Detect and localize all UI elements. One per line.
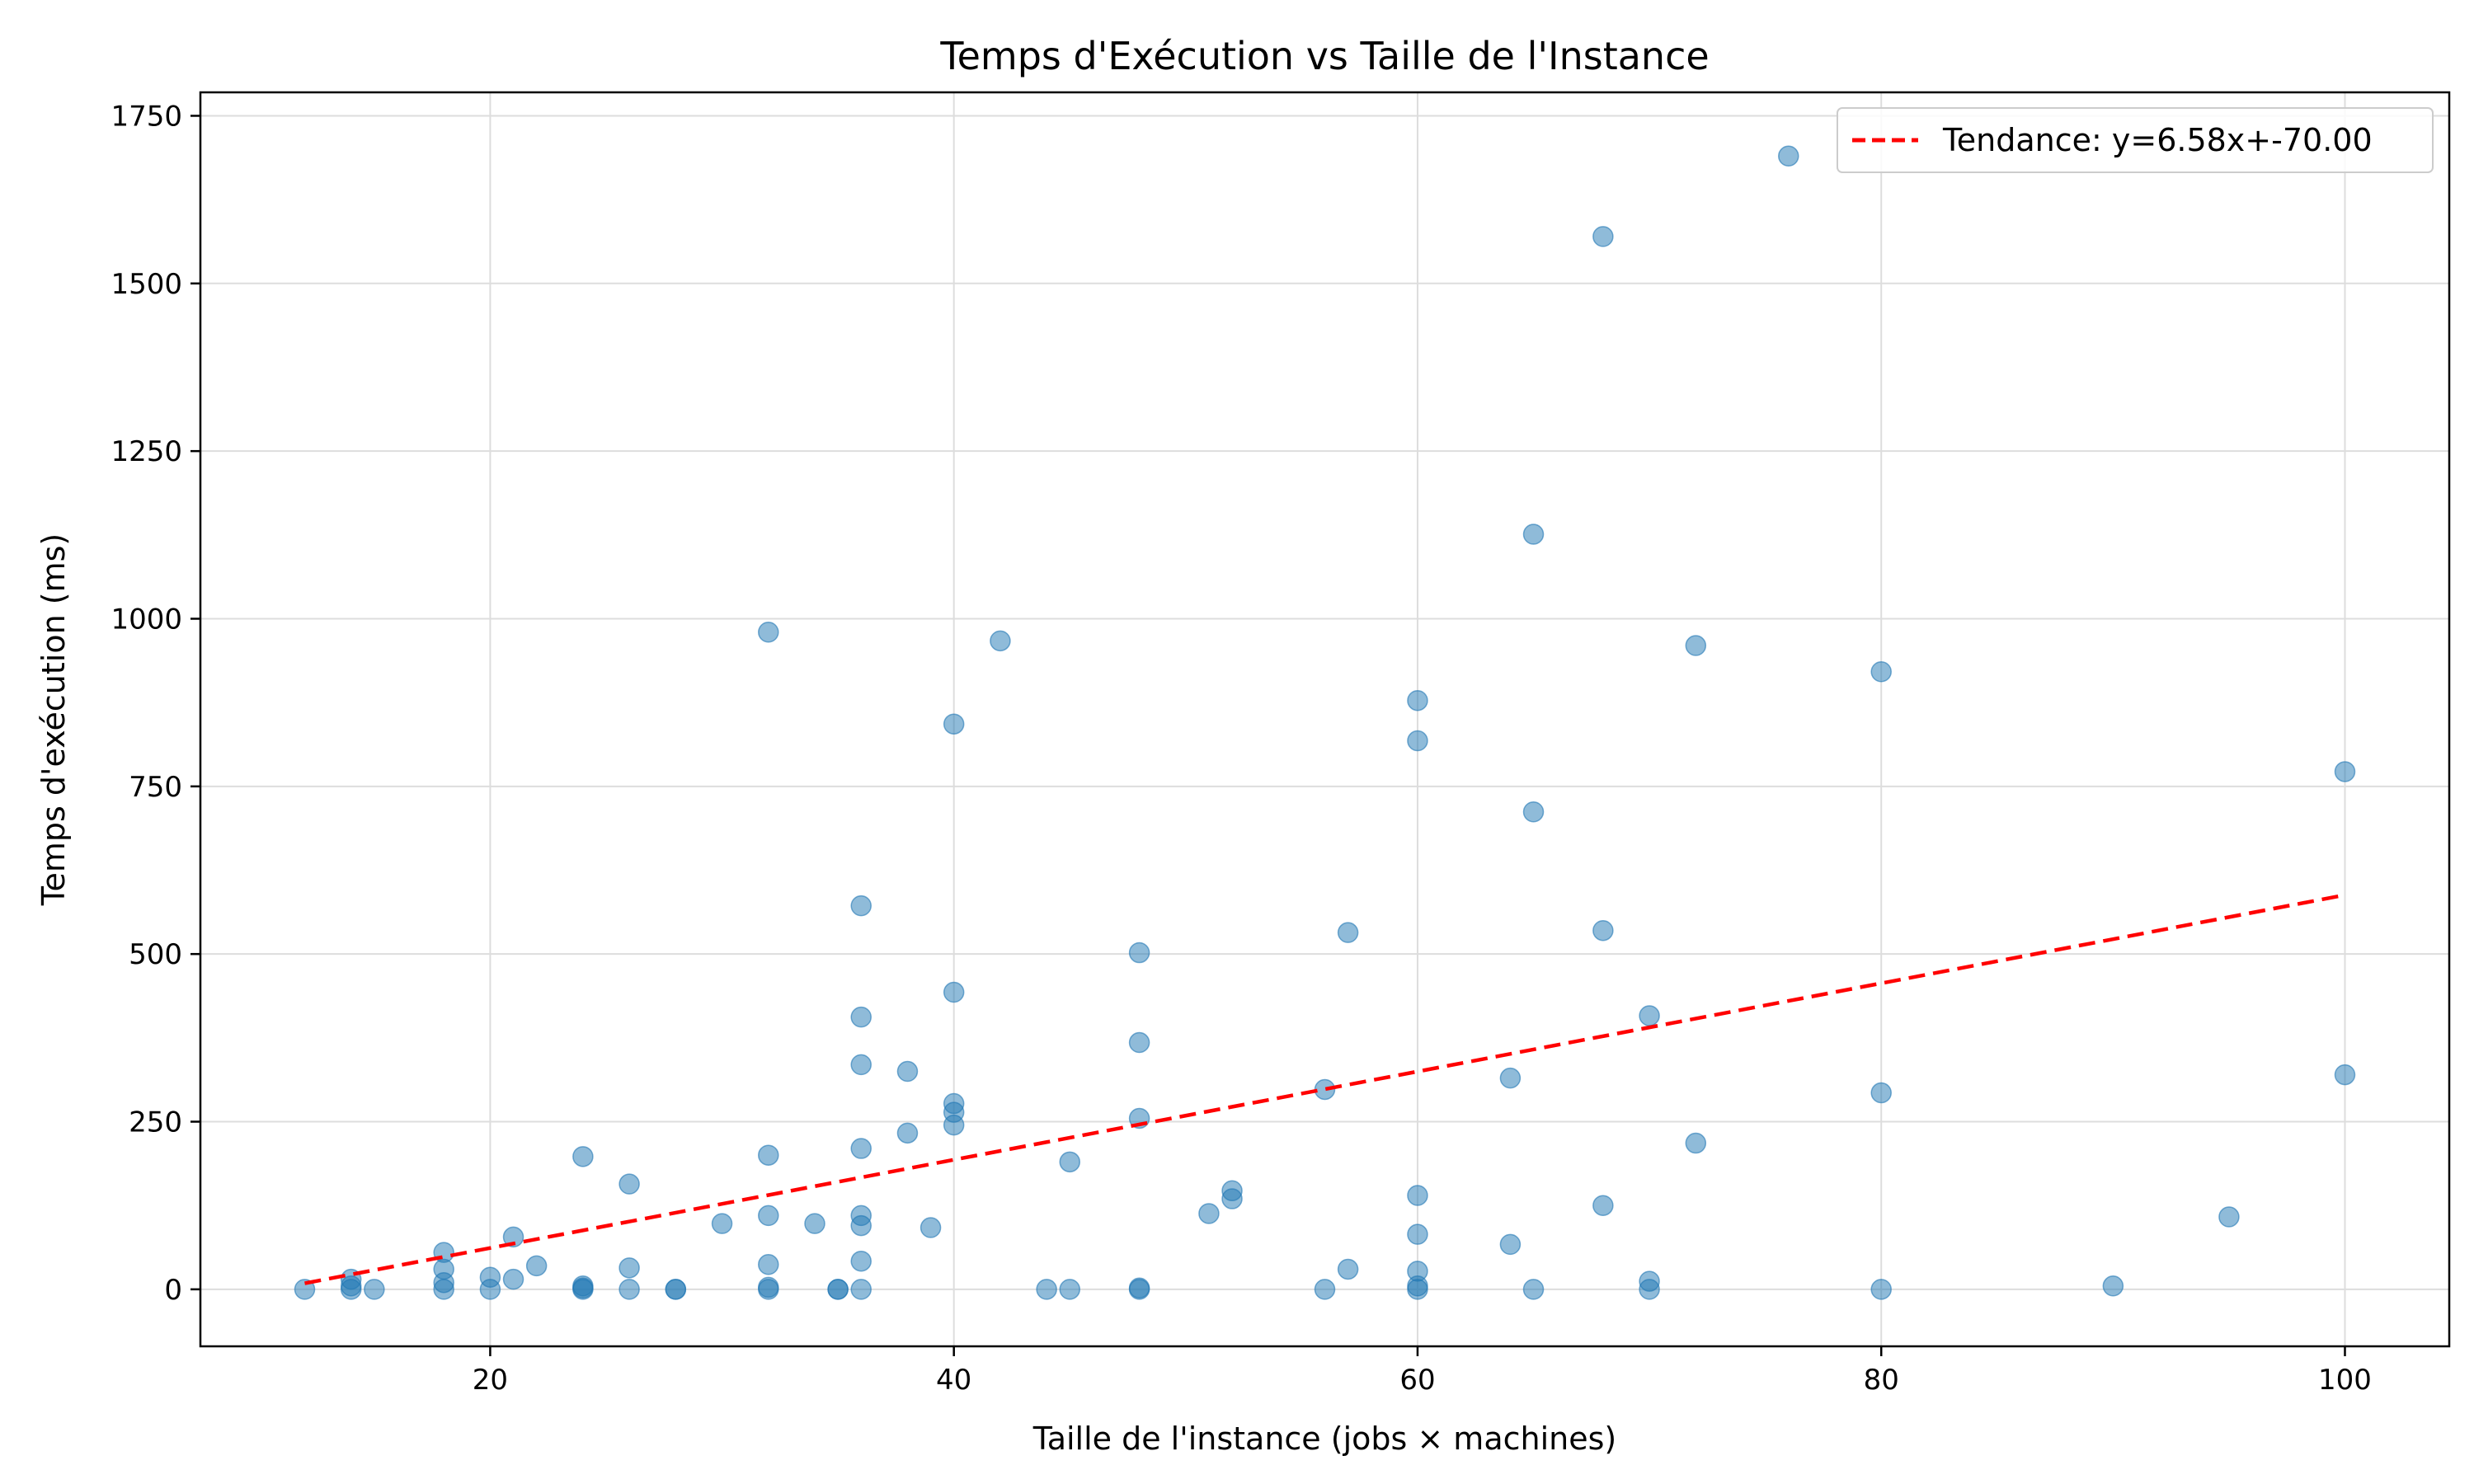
data-point bbox=[804, 1213, 825, 1234]
data-point bbox=[572, 1279, 594, 1300]
data-point bbox=[1685, 1132, 1707, 1154]
data-point bbox=[572, 1146, 594, 1167]
data-point bbox=[758, 1205, 779, 1227]
data-point bbox=[1870, 661, 1892, 683]
y-tick-label: 1000 bbox=[111, 603, 182, 636]
data-point bbox=[2334, 1064, 2356, 1086]
x-tick-label: 60 bbox=[1399, 1364, 1435, 1397]
data-point bbox=[896, 1060, 919, 1082]
data-point bbox=[850, 1214, 872, 1237]
data-point bbox=[1337, 1258, 1359, 1280]
data-point bbox=[1407, 689, 1428, 711]
data-point bbox=[850, 1054, 872, 1076]
data-point bbox=[1128, 1279, 1150, 1300]
plot-frame bbox=[199, 91, 2451, 1348]
data-point bbox=[943, 1114, 965, 1136]
x-tick-label: 20 bbox=[473, 1364, 508, 1397]
y-tick-label: 250 bbox=[129, 1106, 182, 1139]
data-point bbox=[1592, 919, 1614, 942]
x-tick-label: 80 bbox=[1864, 1364, 1899, 1397]
data-point bbox=[1870, 1279, 1892, 1300]
data-point bbox=[1592, 226, 1614, 247]
data-point bbox=[1522, 801, 1545, 823]
data-point bbox=[665, 1279, 687, 1300]
data-point bbox=[850, 1006, 872, 1028]
data-point bbox=[758, 1144, 779, 1166]
y-tick-label: 1250 bbox=[111, 435, 182, 468]
data-point bbox=[1314, 1279, 1336, 1300]
data-point bbox=[1198, 1203, 1220, 1224]
data-point bbox=[502, 1226, 524, 1248]
chart-title: Temps d'Exécution vs Taille de l'Instanc… bbox=[939, 34, 1709, 78]
data-point bbox=[943, 713, 965, 735]
data-point bbox=[1407, 1185, 1428, 1206]
data-point bbox=[850, 895, 872, 917]
data-point bbox=[1407, 1279, 1428, 1300]
data-point bbox=[433, 1279, 454, 1300]
data-point bbox=[2102, 1275, 2124, 1297]
data-point bbox=[943, 981, 965, 1003]
data-point bbox=[758, 1254, 779, 1275]
y-tick-label: 1500 bbox=[111, 268, 182, 301]
data-point bbox=[294, 1279, 316, 1300]
data-point bbox=[1221, 1188, 1243, 1209]
data-point bbox=[850, 1138, 872, 1159]
data-point bbox=[896, 1122, 919, 1144]
data-point bbox=[2334, 761, 2356, 782]
data-point bbox=[1059, 1279, 1081, 1300]
data-point bbox=[1128, 942, 1150, 964]
data-point bbox=[1870, 1082, 1892, 1104]
x-tick-label: 100 bbox=[2318, 1364, 2372, 1397]
data-point bbox=[1059, 1151, 1081, 1173]
data-point bbox=[1036, 1279, 1057, 1300]
data-point bbox=[827, 1279, 849, 1300]
legend-box bbox=[1837, 107, 2434, 173]
data-point bbox=[479, 1279, 501, 1300]
data-point bbox=[758, 622, 779, 643]
data-point bbox=[618, 1257, 640, 1279]
data-point bbox=[850, 1250, 872, 1272]
data-point bbox=[990, 630, 1011, 652]
y-tick-label: 0 bbox=[164, 1274, 182, 1307]
data-point bbox=[618, 1279, 640, 1300]
data-point bbox=[920, 1217, 942, 1238]
data-point bbox=[1522, 524, 1545, 545]
x-axis-label: Taille de l'instance (jobs × machines) bbox=[1032, 1421, 1616, 1457]
x-tick-label: 40 bbox=[936, 1364, 971, 1397]
data-point bbox=[1407, 730, 1428, 752]
data-point bbox=[1639, 1279, 1660, 1300]
data-point bbox=[1407, 1223, 1428, 1245]
grid-lines bbox=[200, 92, 2449, 1346]
data-point bbox=[850, 1279, 872, 1300]
data-point bbox=[618, 1173, 640, 1195]
data-point bbox=[525, 1255, 548, 1277]
data-point bbox=[1522, 1279, 1545, 1300]
y-axis-label: Temps d'exécution (ms) bbox=[35, 533, 72, 906]
data-point bbox=[1337, 922, 1359, 943]
y-tick-label: 500 bbox=[129, 938, 182, 971]
data-point bbox=[340, 1279, 362, 1300]
data-point bbox=[758, 1279, 779, 1300]
scatter-points bbox=[294, 145, 2356, 1300]
legend: Tendance: y=6.58x+-70.00 bbox=[1837, 107, 2434, 173]
data-point bbox=[711, 1213, 733, 1234]
data-point bbox=[1592, 1195, 1614, 1216]
data-point bbox=[364, 1279, 385, 1300]
data-point bbox=[1499, 1233, 1522, 1256]
data-point bbox=[1639, 1005, 1660, 1026]
y-tick-label: 1750 bbox=[111, 100, 182, 133]
data-point bbox=[1778, 145, 1799, 167]
data-point bbox=[1499, 1067, 1522, 1089]
data-point bbox=[2218, 1206, 2240, 1228]
legend-trend-label: Tendance: y=6.58x+-70.00 bbox=[1942, 122, 2373, 158]
data-point bbox=[1685, 635, 1707, 656]
data-point bbox=[502, 1268, 524, 1290]
data-point bbox=[1128, 1031, 1150, 1054]
y-tick-label: 750 bbox=[129, 771, 182, 804]
